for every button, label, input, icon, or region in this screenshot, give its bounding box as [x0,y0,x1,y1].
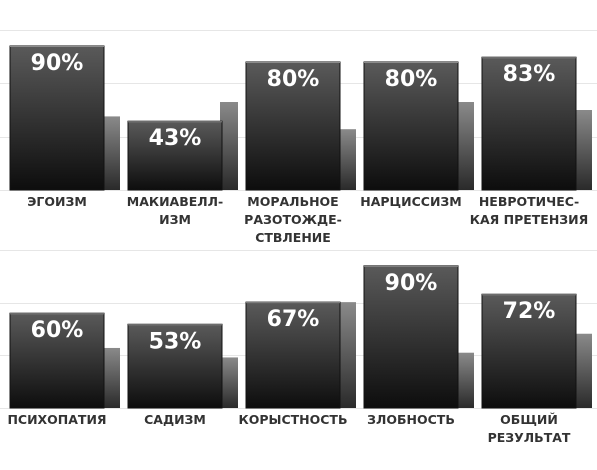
category-label-line: САДИЗМ [144,412,206,427]
bar-primary [363,61,459,191]
bar-value-label: 72% [503,299,556,324]
bar-value-label: 90% [385,271,438,296]
bar-value-label: 43% [149,126,202,151]
category-label-line: НАРЦИССИЗМ [360,194,461,209]
category-label-line: ОБЩИЙ [500,412,558,427]
bar-primary [245,61,341,191]
bar-value-label: 53% [149,329,202,354]
category-label: ОБЩИЙ РЕЗУЛЬТАТ [488,412,571,445]
category-label-line: ИЗМ [159,212,191,227]
category-label: КОРЫСТНОСТЬ [239,412,348,427]
category-label-line: СТВЛЕНИЕ [255,230,331,245]
category-label-line: МОРАЛЬНОЕ [247,194,338,209]
category-label-line: ЭГОИЗМ [27,194,87,209]
category-label-line: ЗЛОБНОСТЬ [367,412,455,427]
bar-primary [127,323,223,409]
category-label-line: РАЗОТОЖДЕ- [244,212,342,227]
category-label-line: МАКИАВЕЛЛ- [127,194,223,209]
category-label-line: КАЯ ПРЕТЕНЗИЯ [470,212,589,227]
bar-value-label: 80% [267,67,320,92]
bar-secondary [456,102,474,190]
bar-secondary [220,357,238,408]
bar-secondary [456,352,474,408]
bar-value-label: 83% [503,62,556,87]
bar-value-label: 60% [31,318,84,343]
category-label: НЕВРОТИЧЕС- КАЯ ПРЕТЕНЗИЯ [470,194,589,227]
bar-value-label: 80% [385,67,438,92]
bar-primary [481,293,577,409]
bar-secondary [102,116,120,190]
category-label-line: РЕЗУЛЬТАТ [488,430,571,445]
category-label: НАРЦИССИЗМ [360,194,461,209]
bar-primary [9,45,105,191]
category-label-line: НЕВРОТИЧЕС- [479,194,579,209]
top-chart-panel: 90% ЭГОИЗМ 43% МАКИАВЕЛЛ- ИЗМ 80% МОРАЛЬНОЕ РАЗ… [0,30,597,245]
bar-value-label: 67% [267,307,320,332]
bar-secondary [220,102,238,190]
bottom-chart-panel: 60% ПСИХОПАТИЯ 53% САДИЗМ 67% КОРЫСТНОСТЬ 90% З… [0,250,597,445]
bar-secondary [338,302,356,408]
bar-primary [363,265,459,409]
category-label-line: КОРЫСТНОСТЬ [239,412,348,427]
category-label: САДИЗМ [144,412,206,427]
bar-secondary [574,333,592,408]
bar-secondary [102,347,120,408]
category-label: ЭГОИЗМ [27,194,87,209]
bar-secondary [338,129,356,190]
bar-primary [481,56,577,191]
bar-primary [127,120,223,191]
category-label: ЗЛОБНОСТЬ [367,412,455,427]
bar-primary [9,312,105,409]
category-label: МАКИАВЕЛЛ- ИЗМ [127,194,223,227]
bar-secondary [574,110,592,190]
bar-primary [245,301,341,409]
category-label: ПСИХОПАТИЯ [7,412,106,427]
bar-value-label: 90% [31,51,84,76]
category-label: МОРАЛЬНОЕ РАЗОТОЖДЕ- СТВЛЕНИЕ [244,194,342,245]
category-label-line: ПСИХОПАТИЯ [7,412,106,427]
